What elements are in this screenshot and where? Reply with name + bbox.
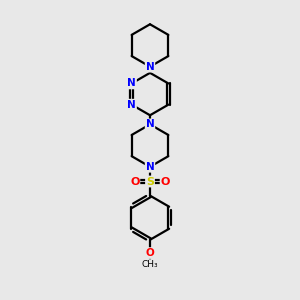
Text: N: N <box>127 100 136 110</box>
Text: S: S <box>146 176 154 187</box>
Text: N: N <box>127 79 136 88</box>
Text: O: O <box>160 176 170 187</box>
Text: N: N <box>146 119 154 129</box>
Text: O: O <box>146 248 154 258</box>
Text: CH₃: CH₃ <box>142 260 158 269</box>
Text: N: N <box>146 162 154 172</box>
Text: O: O <box>130 176 140 187</box>
Text: N: N <box>146 62 154 72</box>
